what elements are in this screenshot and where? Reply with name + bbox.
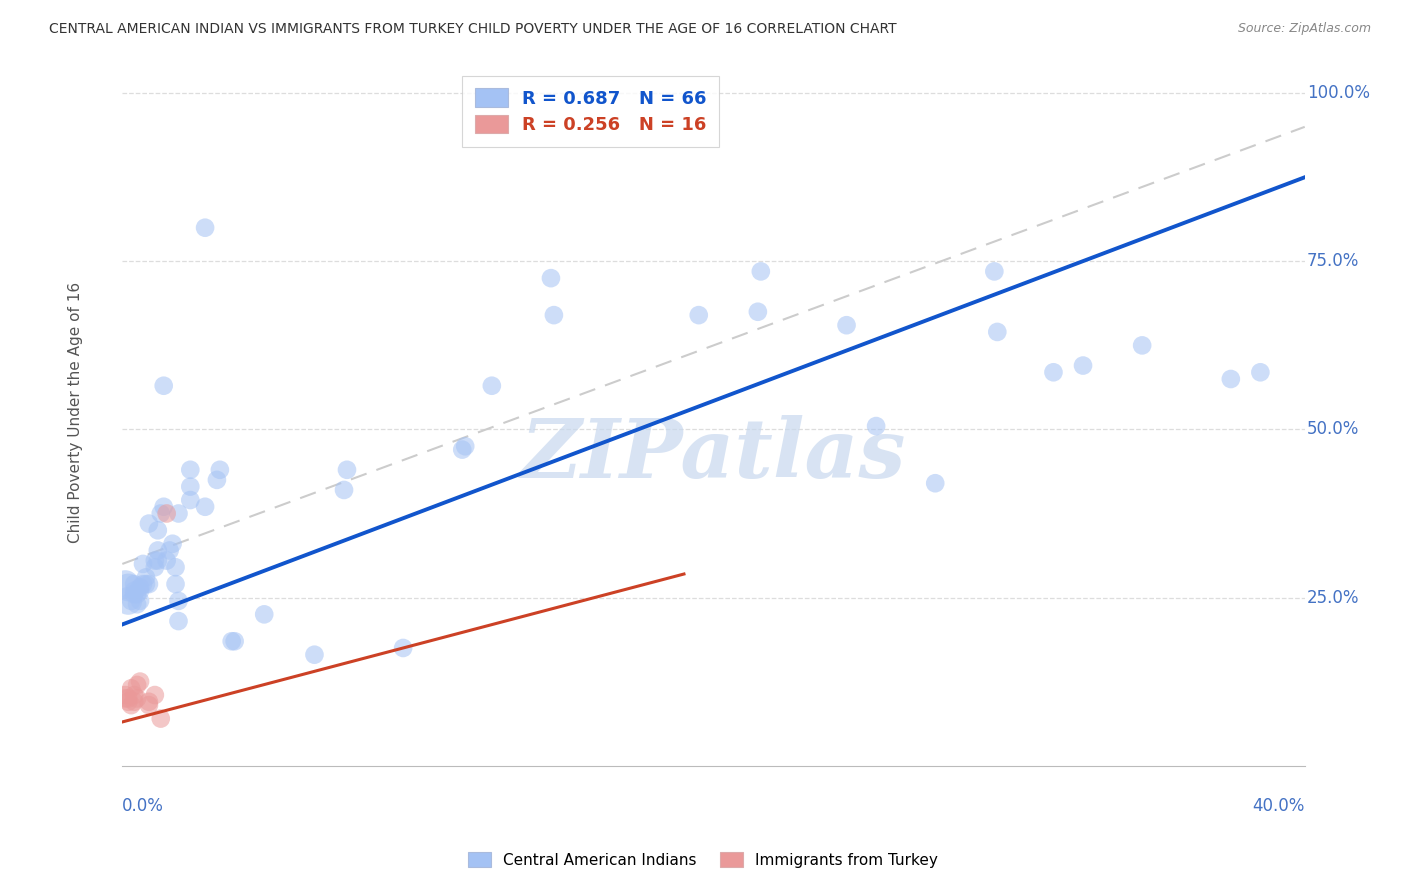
Text: 75.0%: 75.0% <box>1308 252 1360 270</box>
Point <box>122 695 145 709</box>
Point <box>129 674 152 689</box>
Point <box>392 640 415 655</box>
Point <box>120 681 142 696</box>
Point <box>117 691 139 706</box>
Point <box>129 581 152 595</box>
Point <box>129 594 152 608</box>
Point <box>194 500 217 514</box>
Point <box>333 483 356 497</box>
Text: 50.0%: 50.0% <box>1308 420 1360 439</box>
Point <box>122 587 145 601</box>
Point <box>132 557 155 571</box>
Point <box>1249 365 1271 379</box>
Point <box>152 378 174 392</box>
Point <box>165 560 187 574</box>
Point <box>135 570 157 584</box>
Point <box>156 553 179 567</box>
Point <box>167 507 190 521</box>
Point <box>194 220 217 235</box>
Point <box>451 442 474 457</box>
Point <box>983 264 1005 278</box>
Point <box>149 712 172 726</box>
Point <box>543 308 565 322</box>
Point <box>152 500 174 514</box>
Point <box>179 480 201 494</box>
Point <box>138 577 160 591</box>
Point <box>179 493 201 508</box>
Point <box>253 607 276 622</box>
Point <box>688 308 710 322</box>
Point <box>1130 338 1153 352</box>
Point <box>167 594 190 608</box>
Point <box>221 634 243 648</box>
Legend: Central American Indians, Immigrants from Turkey: Central American Indians, Immigrants fro… <box>461 844 945 875</box>
Point <box>146 524 169 538</box>
Point <box>127 678 149 692</box>
Point <box>156 507 179 521</box>
Point <box>146 553 169 567</box>
Point <box>986 325 1008 339</box>
Point <box>165 577 187 591</box>
Point <box>135 577 157 591</box>
Point <box>114 577 136 591</box>
Point <box>138 516 160 531</box>
Point <box>747 305 769 319</box>
Point <box>865 419 887 434</box>
Point <box>129 583 152 598</box>
Point <box>122 583 145 598</box>
Point <box>122 577 145 591</box>
Point <box>114 688 136 702</box>
Point <box>127 691 149 706</box>
Point <box>540 271 562 285</box>
Point <box>138 698 160 713</box>
Point <box>143 560 166 574</box>
Point <box>208 463 231 477</box>
Point <box>127 597 149 611</box>
Point <box>143 688 166 702</box>
Point <box>120 698 142 713</box>
Point <box>138 695 160 709</box>
Point <box>149 507 172 521</box>
Text: Child Poverty Under the Age of 16: Child Poverty Under the Age of 16 <box>67 282 83 543</box>
Point <box>117 695 139 709</box>
Point <box>143 553 166 567</box>
Point <box>127 587 149 601</box>
Point <box>179 463 201 477</box>
Point <box>205 473 228 487</box>
Point <box>117 581 139 595</box>
Point <box>454 439 477 453</box>
Point <box>835 318 858 333</box>
Point <box>114 691 136 706</box>
Point <box>132 577 155 591</box>
Point <box>1071 359 1094 373</box>
Point <box>122 688 145 702</box>
Point <box>924 476 946 491</box>
Text: Source: ZipAtlas.com: Source: ZipAtlas.com <box>1237 22 1371 36</box>
Point <box>167 614 190 628</box>
Point <box>336 463 359 477</box>
Text: 40.0%: 40.0% <box>1253 797 1305 815</box>
Text: 100.0%: 100.0% <box>1308 84 1369 103</box>
Point <box>117 594 139 608</box>
Point <box>481 378 503 392</box>
Text: CENTRAL AMERICAN INDIAN VS IMMIGRANTS FROM TURKEY CHILD POVERTY UNDER THE AGE OF: CENTRAL AMERICAN INDIAN VS IMMIGRANTS FR… <box>49 22 897 37</box>
Point <box>120 594 142 608</box>
Point <box>749 264 772 278</box>
Text: 0.0%: 0.0% <box>122 797 165 815</box>
Point <box>304 648 326 662</box>
Legend: R = 0.687   N = 66, R = 0.256   N = 16: R = 0.687 N = 66, R = 0.256 N = 16 <box>463 76 718 147</box>
Point <box>1219 372 1241 386</box>
Point <box>1042 365 1064 379</box>
Text: ZIPatlas: ZIPatlas <box>520 415 907 495</box>
Point <box>159 543 181 558</box>
Point <box>224 634 246 648</box>
Point <box>146 543 169 558</box>
Text: 25.0%: 25.0% <box>1308 589 1360 607</box>
Point <box>162 537 184 551</box>
